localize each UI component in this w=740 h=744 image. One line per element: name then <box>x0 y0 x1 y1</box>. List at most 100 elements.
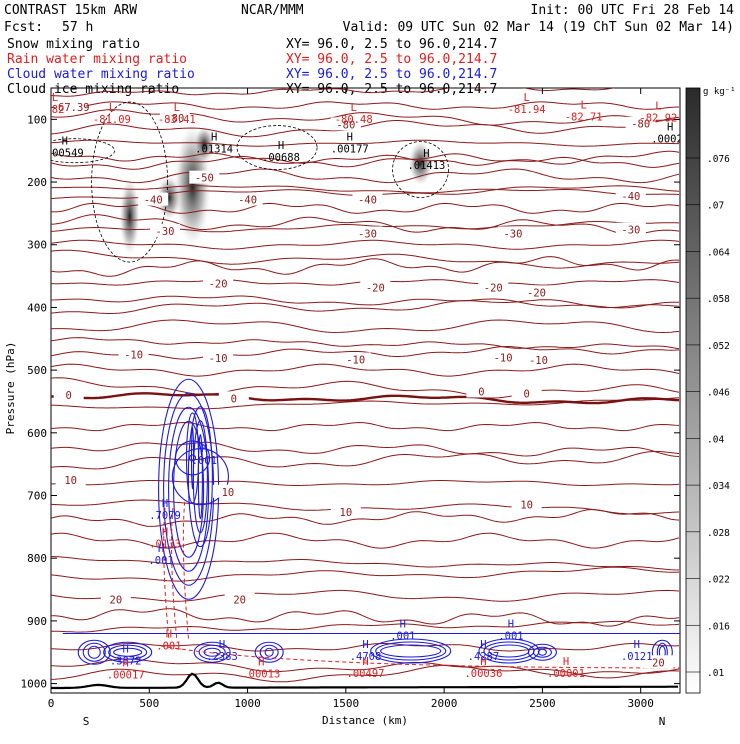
contour-label: 0 <box>66 390 72 402</box>
cloud-water-contour <box>264 647 274 657</box>
extremum-marker: H <box>162 498 168 510</box>
contour-label-bg <box>615 188 646 202</box>
extremum-value: .4287 <box>468 651 500 663</box>
extremum-value: .2383 <box>206 651 238 663</box>
cloud-water-contour <box>103 641 153 663</box>
temperature-contour-line <box>51 509 680 527</box>
cloud-water-contour <box>87 645 101 659</box>
extremum-marker: H <box>123 644 129 656</box>
cloud-water-contour <box>168 406 210 572</box>
contour-label: 0 <box>231 393 237 405</box>
field-xy-cloudwater: XY= 96.0, 2.5 to 96.0,214.7 <box>286 67 497 82</box>
contour-label: -80 <box>631 119 650 131</box>
temperature-contour-line <box>51 451 680 470</box>
cloud-water-contour <box>198 644 226 660</box>
temperature-contour-line <box>51 109 680 126</box>
extremum-value: -83.41 <box>158 114 196 126</box>
contour-label: 0 <box>524 388 530 400</box>
cloud-water-contour <box>188 454 197 462</box>
contour-label: -10 <box>494 353 513 365</box>
contour-label: -20 <box>209 279 228 291</box>
contour-label-bg <box>360 280 391 294</box>
extremum-marker: H <box>508 618 514 630</box>
cloud-water-contour <box>375 641 447 661</box>
cloud-ice-contour <box>236 125 318 170</box>
temperature-contour-line <box>51 185 680 196</box>
extremum-marker: L <box>52 92 58 104</box>
cloud-water-contour <box>527 643 557 661</box>
field-name-cloudice: Cloud ice mixing ratio <box>7 82 179 97</box>
temperature-contour-line <box>51 299 680 314</box>
extremum-value: .0121 <box>621 651 653 663</box>
contour-label: 20 <box>652 657 665 669</box>
extremum-marker: H <box>423 148 429 160</box>
contour-label: 10 <box>64 475 77 487</box>
extremum-value: .00688 <box>262 152 300 164</box>
extremum-value: .001 <box>498 630 523 642</box>
extremum-value: .00036 <box>464 668 502 680</box>
extremum-marker: H <box>258 657 264 669</box>
contour-label: -10 <box>209 353 228 365</box>
model-title: CONTRAST 15km ARW <box>4 3 137 18</box>
extremum-value: .00177 <box>331 143 369 155</box>
field-name-rain: Rain water mixing ratio <box>7 52 187 67</box>
field-name-cloudwater: Cloud water mixing ratio <box>7 67 195 82</box>
contour-label-bg <box>138 192 169 206</box>
contour-label-bg <box>55 472 86 486</box>
y-tick-label: 200 <box>27 176 47 189</box>
y-tick-label: 300 <box>27 239 47 252</box>
y-tick-label: 100 <box>27 113 47 126</box>
contour-label: 10 <box>520 499 533 511</box>
terrain-line <box>51 672 678 690</box>
extremum-marker: L <box>581 99 587 111</box>
temperature-contour-line <box>51 139 679 147</box>
contour-label-bg <box>118 347 149 361</box>
extremum-value: .00497 <box>347 668 385 680</box>
fcst-value: 57 h <box>62 20 93 35</box>
x-tick-label: 0 <box>48 697 55 710</box>
contour-label-bg <box>352 226 383 240</box>
fcst-label: Fcst: <box>4 20 43 35</box>
plot-area: -67.39 -80 -80 -80 -50 -40 -40 -40 -40 -30 -30 -30 -… <box>51 88 680 690</box>
extremum-marker: L <box>351 102 357 114</box>
extremum-marker: L <box>524 92 530 104</box>
extremum-marker: H <box>201 443 207 455</box>
extremum-value: -81.09 <box>93 114 131 126</box>
contour-label: -10 <box>529 355 548 367</box>
extremum-marker: H <box>123 657 129 669</box>
colorbar-label: .034 <box>707 481 730 492</box>
temperature-contour-line <box>51 152 680 168</box>
extremum-value: .001 <box>390 630 415 642</box>
contour-label: -80 <box>336 119 355 131</box>
y-tick-label: 700 <box>27 490 47 503</box>
y-tick-label: 800 <box>27 552 47 565</box>
x-end-label-right: N <box>659 715 666 728</box>
y-axis-title: Pressure (hPa) <box>4 342 17 435</box>
contour-label-bg <box>55 99 86 113</box>
field-xy-snow: XY= 96.0, 2.5 to 96.0,214.7 <box>286 37 497 52</box>
contour-label-bg <box>615 222 646 236</box>
contour-label-bg <box>523 353 554 367</box>
extremum-marker: H <box>278 140 284 152</box>
contour-label-bg <box>203 276 234 290</box>
cloud-water-contour <box>82 642 106 662</box>
temperature-contour-line <box>51 116 680 138</box>
y-tick-label: 500 <box>27 364 47 377</box>
extremum-marker: H <box>362 639 368 651</box>
temperature-contour-line <box>51 480 680 486</box>
extremum-value: .001 <box>148 555 173 567</box>
extremum-marker: H <box>162 526 168 538</box>
contour-label-bg <box>478 280 509 294</box>
extremum-marker: H <box>667 121 673 133</box>
contour-label: 10 <box>340 507 353 519</box>
rain-water-contour <box>182 501 190 640</box>
x-tick-label: 2000 <box>431 697 458 710</box>
cloud-water-contour <box>532 646 552 658</box>
cloud-ice-contour <box>91 101 169 263</box>
contour-label-bg <box>497 226 528 240</box>
temperature-contour-line <box>51 499 680 515</box>
temperature-contour-line <box>51 345 680 360</box>
extremum-value: .0133 <box>149 538 181 550</box>
cloud-water-contour <box>187 406 213 548</box>
